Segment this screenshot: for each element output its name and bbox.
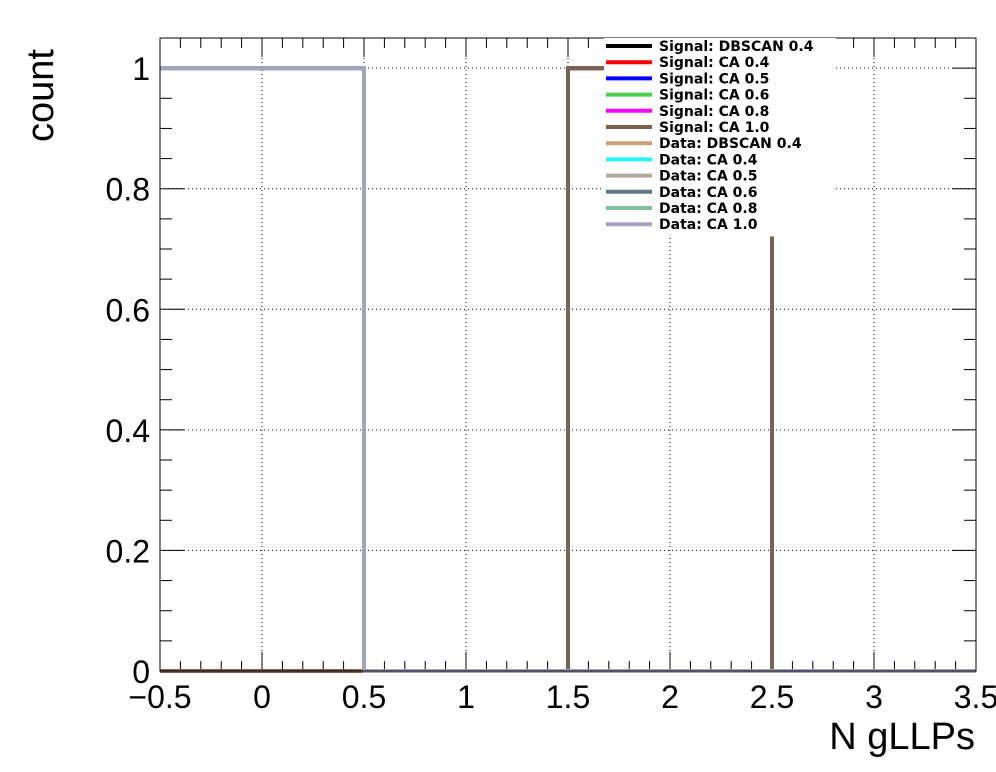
y-tick-label-2: 0.4	[106, 413, 150, 449]
x-tick-label-6: 2.5	[750, 679, 794, 715]
plot-frame	[159, 37, 977, 672]
legend-label-10: Data: CA 0.8	[659, 201, 757, 217]
x-tick-label-2: 0.5	[342, 679, 386, 715]
legend-label-1: Signal: CA 0.4	[659, 55, 770, 71]
x-tick-label-8: 3.5	[954, 679, 996, 715]
legend-label-5: Signal: CA 1.0	[659, 120, 770, 136]
x-tick-label-3: 1	[457, 679, 475, 715]
y-tick-label-3: 0.6	[106, 292, 150, 328]
legend-label-4: Signal: CA 0.8	[659, 104, 769, 120]
tick-labels: −0.5 0 0.5 1 1.5 2 2.5 3 3.500.20.40.60.81	[106, 51, 996, 715]
legend-label-8: Data: CA 0.5	[659, 169, 757, 185]
legend-box	[604, 38, 836, 237]
y-tick-label-1: 0.2	[106, 533, 150, 569]
x-tick-label-7: 3	[865, 679, 883, 715]
legend-label-0: Signal: DBSCAN 0.4	[659, 39, 814, 55]
y-axis-label: count	[20, 49, 62, 142]
legend-label-2: Signal: CA 0.5	[659, 71, 769, 87]
legend-label-7: Data: CA 0.4	[659, 152, 758, 168]
x-tick-label-1: 0	[253, 679, 271, 715]
legend-label-11: Data: CA 1.0	[659, 217, 758, 233]
x-tick-label-5: 2	[661, 679, 679, 715]
y-tick-label-4: 0.8	[106, 172, 150, 208]
y-tick-label-5: 1	[132, 51, 150, 87]
legend-label-6: Data: DBSCAN 0.4	[659, 136, 802, 152]
x-tick-label-4: 1.5	[546, 679, 590, 715]
legend-label-9: Data: CA 0.6	[659, 185, 757, 201]
x-tick-label-0: −0.5	[128, 679, 191, 715]
legend-label-3: Signal: CA 0.6	[659, 88, 769, 104]
y-tick-label-0: 0	[132, 654, 150, 690]
x-axis-label: N gLLPs	[829, 716, 975, 758]
